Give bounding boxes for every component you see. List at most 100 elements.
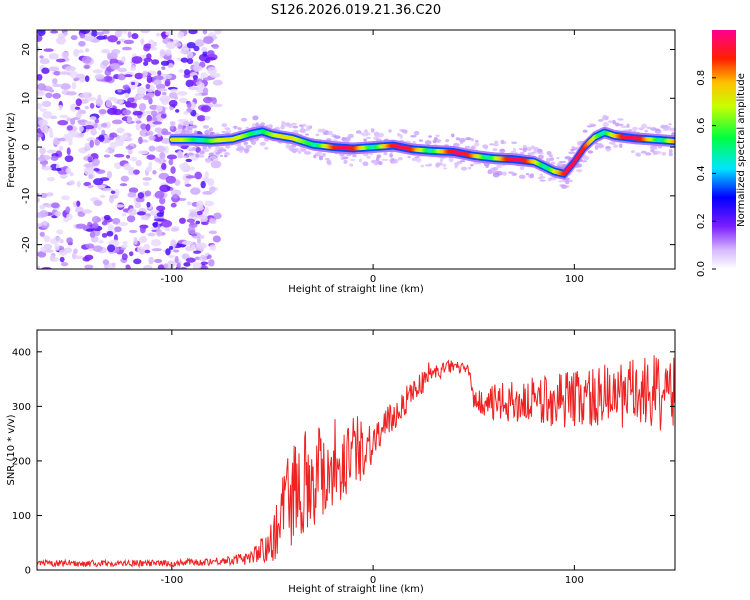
halo-point <box>530 145 536 150</box>
noise-point <box>178 217 186 224</box>
noise-point <box>130 81 136 86</box>
noise-point <box>142 181 150 187</box>
halo-point <box>181 155 189 158</box>
noise-point <box>84 75 90 83</box>
halo-point <box>492 148 498 152</box>
halo-point <box>225 129 232 133</box>
noise-point <box>196 40 205 46</box>
noise-point <box>176 90 188 96</box>
noise-point <box>79 30 91 35</box>
halo-point <box>443 167 448 170</box>
noise-point <box>46 192 54 197</box>
noise-point <box>87 96 97 102</box>
halo-point <box>361 132 369 137</box>
noise-point <box>54 243 60 251</box>
halo-point <box>568 151 576 155</box>
x-tick-label: -100 <box>160 575 183 586</box>
noise-point <box>114 138 125 147</box>
halo-point <box>640 150 647 154</box>
halo-point <box>383 151 388 156</box>
halo-point <box>243 141 248 146</box>
noise-point <box>142 70 148 77</box>
y-tick-label: -20 <box>21 236 32 252</box>
halo-point <box>424 140 432 145</box>
snr-x-label: Height of straight line (km) <box>288 584 424 595</box>
noise-point <box>193 45 200 52</box>
noise-point <box>161 92 167 96</box>
halo-point <box>208 152 214 157</box>
noise-point <box>112 108 123 116</box>
noise-point <box>48 127 53 133</box>
halo-point <box>500 139 505 145</box>
noise-point <box>131 56 143 64</box>
noise-point <box>161 66 166 70</box>
halo-point <box>654 128 661 131</box>
noise-point <box>172 193 179 199</box>
halo-point <box>169 126 175 130</box>
noise-point <box>165 41 177 49</box>
halo-point <box>511 141 518 144</box>
noise-point <box>61 262 69 267</box>
colorbar-tick-label: 0.2 <box>696 213 707 229</box>
noise-point <box>96 184 106 189</box>
halo-point <box>474 142 480 147</box>
noise-point <box>83 181 92 187</box>
noise-point <box>128 229 138 233</box>
noise-point <box>65 206 71 214</box>
halo-point <box>661 151 667 156</box>
noise-point <box>58 249 68 256</box>
y-tick-label: 20 <box>21 43 32 56</box>
halo-point <box>198 150 205 155</box>
noise-point <box>204 171 209 179</box>
noise-point <box>143 61 149 66</box>
noise-point <box>39 55 44 59</box>
noise-point <box>91 222 99 229</box>
halo-point <box>313 154 317 159</box>
noise-point <box>51 83 63 87</box>
halo-point <box>213 132 220 135</box>
halo-point <box>619 143 623 149</box>
noise-point <box>103 214 111 221</box>
halo-point <box>519 165 525 171</box>
noise-point <box>49 130 54 139</box>
noise-point <box>126 115 132 123</box>
noise-point <box>45 92 53 99</box>
noise-point <box>129 251 134 257</box>
noise-point <box>135 120 142 124</box>
noise-point <box>70 103 78 112</box>
noise-point <box>94 118 100 124</box>
noise-point <box>74 133 85 139</box>
halo-point <box>345 136 351 142</box>
noise-point <box>202 176 210 183</box>
noise-point <box>59 256 65 263</box>
noise-point <box>143 243 150 251</box>
noise-point <box>58 104 63 111</box>
noise-point <box>159 151 166 160</box>
halo-point <box>626 123 630 128</box>
noise-point <box>161 128 169 135</box>
noise-point <box>153 258 163 263</box>
noise-point <box>146 201 151 208</box>
halo-point <box>362 161 369 167</box>
halo-point <box>239 146 245 151</box>
noise-point <box>122 109 132 115</box>
noise-point <box>59 71 70 75</box>
halo-point <box>493 142 499 147</box>
noise-point <box>37 133 44 138</box>
noise-point <box>159 184 171 193</box>
halo-point <box>399 134 403 139</box>
noise-point <box>127 31 132 38</box>
spectrogram-y-ticks: -20 -10 0 10 20 <box>21 43 675 253</box>
halo-point <box>527 148 532 152</box>
halo-point <box>403 129 408 135</box>
halo-point <box>439 158 443 163</box>
noise-point <box>79 93 88 99</box>
halo-point <box>470 163 474 167</box>
halo-point <box>602 122 609 127</box>
noise-point <box>113 153 125 158</box>
colorbar-gradient <box>712 30 736 269</box>
noise-point <box>43 243 53 250</box>
halo-point <box>565 179 570 185</box>
halo-point <box>668 149 673 154</box>
noise-point <box>180 266 187 269</box>
